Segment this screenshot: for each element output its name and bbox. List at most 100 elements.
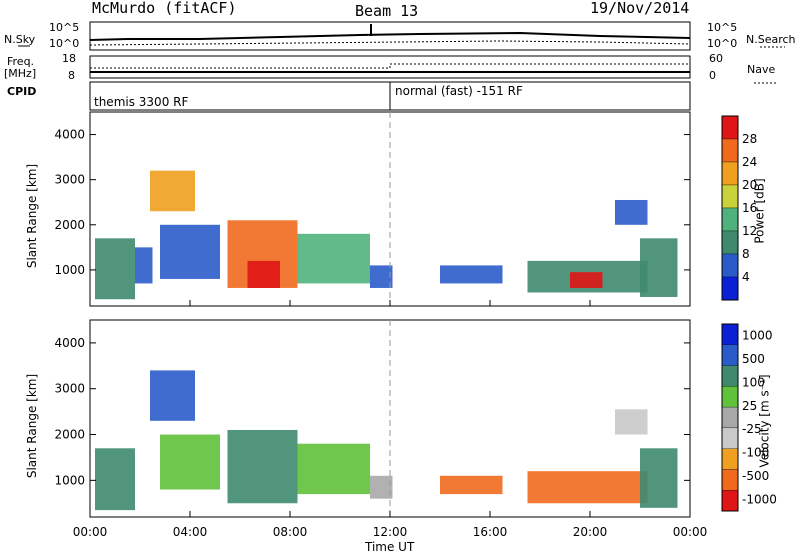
y-tick-label: 2000 bbox=[54, 428, 85, 442]
y-tick-label: 1000 bbox=[54, 263, 85, 277]
x-tick-label: 08:00 bbox=[273, 525, 308, 539]
colorbar-tick-label: 8 bbox=[742, 247, 750, 261]
scatter-region-7 bbox=[527, 471, 648, 504]
scatter-region-1 bbox=[150, 370, 195, 421]
scatter-region-2 bbox=[150, 170, 195, 212]
freq-unit-label: [MHz] bbox=[4, 67, 37, 80]
colorbar-tick-label: 16 bbox=[742, 201, 757, 215]
colorbar-tick-label: 24 bbox=[742, 155, 757, 169]
colorbar-tick-label: -25 bbox=[742, 422, 762, 436]
colorbar-segment bbox=[721, 427, 739, 449]
colorbar-segment bbox=[721, 115, 739, 140]
y-tick-label: 3000 bbox=[54, 382, 85, 396]
noise-tick-left-top: 10^5 bbox=[49, 21, 80, 34]
noise-tick-right-top: 10^5 bbox=[707, 21, 738, 34]
colorbar-tick-label: 1000 bbox=[742, 329, 773, 343]
colorbar-segment bbox=[721, 138, 739, 163]
scatter-region-6 bbox=[297, 233, 370, 284]
nave-tick-bottom: 0 bbox=[709, 69, 716, 82]
scatter-region-6 bbox=[440, 475, 503, 495]
power-colorbar: 4 8 12 16 20 24 28 bbox=[721, 115, 757, 301]
colorbar-segment bbox=[721, 469, 739, 491]
colorbar-frame bbox=[721, 323, 739, 512]
nave-label: Nave bbox=[747, 63, 776, 76]
scatter-region-5 bbox=[247, 260, 280, 288]
power-panel: 1000 2000 3000 4000 bbox=[54, 111, 691, 307]
scatter-region-0 bbox=[95, 238, 135, 300]
cpid-label-1: themis 3300 RF bbox=[94, 95, 189, 109]
date-title: 19/Nov/2014 bbox=[590, 0, 690, 17]
freq-tick-top: 18 bbox=[62, 52, 76, 65]
scatter-region-3 bbox=[227, 429, 298, 504]
colorbar-segment bbox=[721, 406, 739, 429]
cpid-label-2: normal (fast) -151 RF bbox=[395, 84, 523, 98]
y-tick-label: 2000 bbox=[54, 218, 85, 232]
scatter-region-10 bbox=[570, 272, 603, 288]
freq-panel-frame bbox=[89, 55, 691, 79]
station-title: McMurdo (fitACF) bbox=[92, 0, 237, 17]
freq-label: Freq. bbox=[7, 55, 35, 68]
colorbar-tick-label: 500 bbox=[742, 352, 765, 366]
scatter-region-8 bbox=[440, 265, 503, 284]
scatter-region-8 bbox=[640, 448, 678, 508]
velocity-panel: 1000 2000 3000 4000 bbox=[54, 319, 691, 518]
velocity-colorbar: 1000 500 100 25 -25 -100 -500 -1000 bbox=[721, 323, 777, 512]
colorbar-segment bbox=[721, 448, 739, 470]
colorbar-segment bbox=[721, 253, 739, 278]
colorbar-segment bbox=[721, 207, 739, 232]
colorbar-tick-label: 12 bbox=[742, 224, 757, 238]
x-axis-title: Time UT bbox=[365, 540, 415, 554]
scatter-region-2 bbox=[160, 434, 220, 490]
noise-panel-frame bbox=[89, 21, 691, 51]
x-tick-label: 04:00 bbox=[173, 525, 208, 539]
x-axis: 00:00 04:00 08:00 12:00 16:00 20:00 00:00 bbox=[73, 300, 708, 539]
nsky-label: N.Sky bbox=[4, 33, 36, 46]
scatter-region-11 bbox=[640, 238, 678, 297]
scatter-region-5 bbox=[370, 475, 393, 499]
y-tick-label: 4000 bbox=[54, 128, 85, 142]
cpid-label: CPID bbox=[7, 85, 37, 98]
colorbar-segment bbox=[721, 365, 739, 387]
scatter-region-12 bbox=[615, 199, 648, 225]
colorbar-segment bbox=[721, 490, 739, 512]
noise-sky-line bbox=[89, 31, 691, 41]
colorbar-tick-label: 20 bbox=[742, 178, 757, 192]
x-tick-label: 00:00 bbox=[73, 525, 108, 539]
colorbar-tick-label: 4 bbox=[742, 270, 750, 284]
freq-tick-bottom: 8 bbox=[68, 69, 75, 82]
colorbar-tick-label: 28 bbox=[742, 132, 757, 146]
colorbar-segment bbox=[721, 386, 739, 408]
colorbar-tick-label: -100 bbox=[742, 446, 769, 460]
colorbar-tick-label: 100 bbox=[742, 375, 765, 389]
colorbar-segment bbox=[721, 161, 739, 186]
colorbar-segment bbox=[721, 344, 739, 366]
noise-search-line bbox=[89, 40, 691, 46]
nave-tick-top: 60 bbox=[709, 52, 723, 65]
beam-title: Beam 13 bbox=[355, 2, 419, 20]
y-tick-label: 3000 bbox=[54, 173, 85, 187]
colorbar-frame bbox=[721, 115, 739, 301]
colorbar-segment bbox=[721, 230, 739, 255]
scatter-region-1 bbox=[135, 247, 153, 284]
y-tick-label: 1000 bbox=[54, 473, 85, 487]
scatter-region-4 bbox=[297, 443, 370, 495]
colorbar-tick-label: -1000 bbox=[742, 492, 777, 506]
colorbar-tick-label: -500 bbox=[742, 469, 769, 483]
scatter-region-7 bbox=[370, 265, 393, 288]
x-tick-label: 20:00 bbox=[573, 525, 608, 539]
scatter-region-9 bbox=[615, 409, 648, 435]
nave-line bbox=[90, 63, 690, 69]
noise-tick-right-bottom: 10^0 bbox=[707, 37, 738, 50]
colorbar-segment bbox=[721, 276, 739, 301]
x-tick-label: 00:00 bbox=[673, 525, 708, 539]
scatter-region-3 bbox=[160, 224, 220, 279]
colorbar-segment bbox=[721, 184, 739, 209]
x-tick-label: 16:00 bbox=[473, 525, 508, 539]
y-tick-label: 4000 bbox=[54, 336, 85, 350]
x-tick-label: 12:00 bbox=[373, 525, 408, 539]
scatter-region-0 bbox=[95, 448, 135, 511]
nsearch-label: N.Search bbox=[746, 33, 796, 46]
colorbar-tick-label: 25 bbox=[742, 399, 757, 413]
colorbar-segment bbox=[721, 323, 739, 345]
